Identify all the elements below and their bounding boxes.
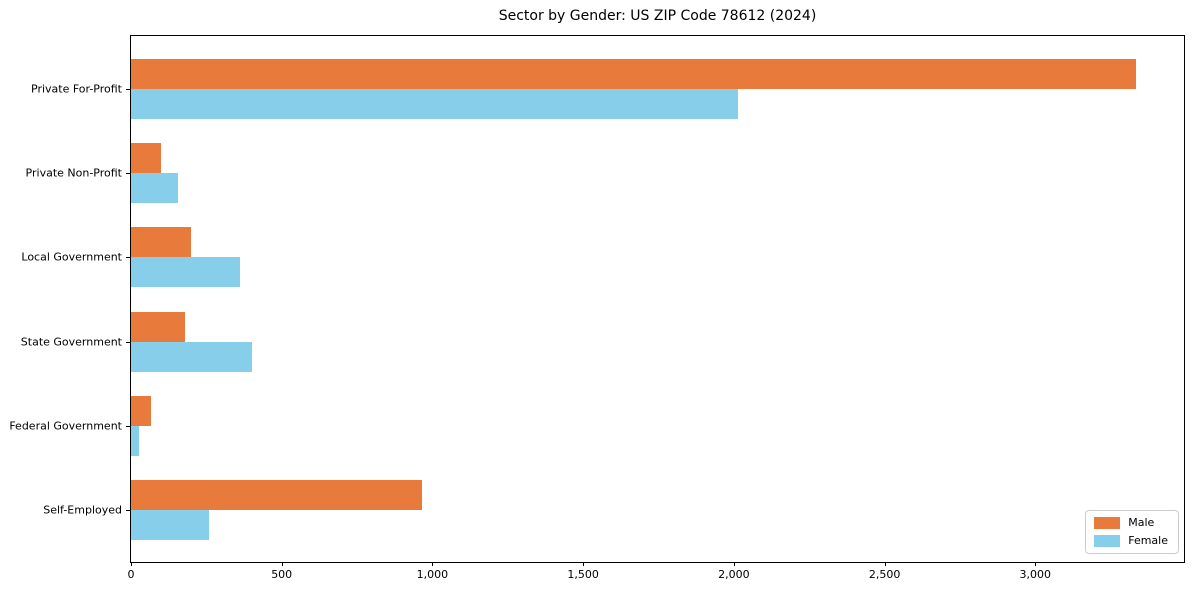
bar-male-local-government [131,227,192,258]
bar-female-private-for-profit [131,89,739,119]
x-tick-0 [131,562,132,566]
y-tick-local-government [126,257,130,259]
x-tick-label-2-000: 2,000 [718,568,750,581]
y-label-local-government: Local Government [21,250,122,264]
y-label-self-employed: Self-Employed [43,503,122,517]
x-tick-1-000 [432,562,434,566]
chart-title: Sector by Gender: US ZIP Code 78612 (202… [498,8,817,24]
legend-swatch-female-icon [1094,535,1121,547]
bar-male-private-for-profit [131,59,1137,89]
legend-label-female: Female [1128,534,1168,547]
x-tick-2-000 [733,562,735,566]
bar-female-self-employed [131,510,210,540]
y-label-private-non-profit: Private Non-Profit [25,166,122,180]
y-tick-private-non-profit [126,173,130,175]
x-tick-label-2-500: 2,500 [868,568,901,581]
y-tick-private-for-profit [126,89,130,90]
x-tick-label-1-000: 1,000 [416,568,449,581]
y-label-private-for-profit: Private For-Profit [31,82,122,96]
legend: Male Female [1085,510,1179,554]
x-tick-2-500 [884,562,886,566]
x-tick-500 [281,562,283,566]
y-label-federal-government: Federal Government [9,419,122,433]
bar-female-federal-government [131,425,139,456]
x-tick-label-0: 0 [127,568,135,581]
legend-label-male: Male [1128,516,1155,529]
x-tick-label-3-000: 3,000 [1019,568,1052,581]
y-tick-state-government [126,341,130,343]
bar-female-local-government [131,257,240,288]
y-label-state-government: State Government [20,335,122,349]
bar-female-private-non-profit [131,173,178,204]
bar-female-state-government [131,341,252,372]
y-tick-federal-government [126,425,130,427]
x-tick-label-1-500: 1,500 [567,568,599,581]
plot-area: Male Female Private For-Profit Private No… [9,35,1185,581]
bar-male-state-government [131,311,186,342]
bar-male-federal-government [131,395,151,426]
bar-male-self-employed [131,480,422,510]
x-tick-3-000 [1035,562,1037,566]
x-tick-label-500: 500 [271,568,293,581]
legend-swatch-male-icon [1094,517,1121,529]
legend-item-female: Female [1094,535,1168,547]
legend-item-male: Male [1094,517,1168,529]
bar-male-private-non-profit [131,143,162,174]
y-tick-self-employed [126,510,130,511]
x-tick-1-500 [583,562,585,566]
